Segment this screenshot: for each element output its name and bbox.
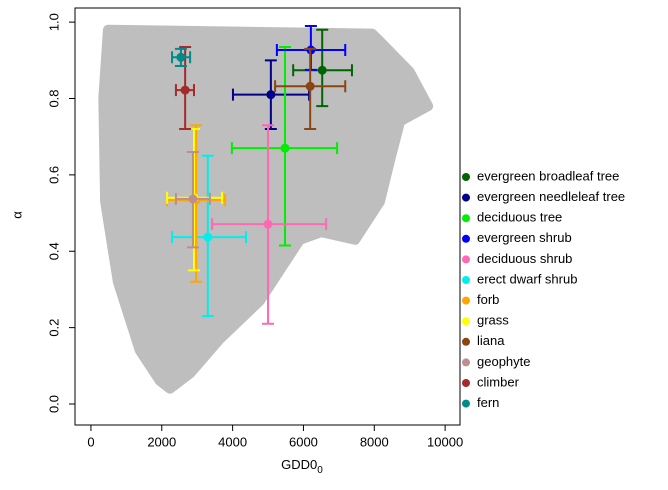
legend-label: erect dwarf shrub [477,271,577,286]
point [280,143,290,153]
legend-label: deciduous shrub [477,251,572,266]
y-tick-label: 1.0 [46,13,61,31]
legend-marker [462,358,470,367]
legend-label: fern [477,395,499,410]
legend-label: grass [477,313,509,328]
y-axis-label: α [9,211,24,219]
point [263,219,273,229]
legend-marker [462,379,470,387]
x-axis-label-main: GDD0 [281,457,317,472]
x-axis-label: GDD00 [281,457,323,475]
point [317,65,327,75]
legend-marker [462,234,470,243]
y-tick-label: 0.0 [46,395,61,413]
legend-label: evergreen shrub [477,230,572,245]
legend-marker [462,173,470,181]
x-tick-label: 4000 [218,434,247,449]
legend-marker [462,296,470,305]
x-tick-label: 10000 [427,434,463,449]
legend-marker [462,214,470,223]
point [305,81,315,91]
legend-label: deciduous tree [477,210,562,225]
point [266,90,276,100]
x-tick-label: 2000 [147,434,176,449]
y-tick-label: 0.6 [46,166,61,184]
x-tick-label: 6000 [289,434,318,449]
legend-marker [462,276,470,284]
background-cloud [98,24,434,394]
point [188,194,198,204]
legend-marker [462,193,470,202]
legend-label: evergreen needleleaf tree [477,189,625,204]
point [180,85,190,95]
x-axis-label-subscript: 0 [317,465,323,476]
legend-marker [462,337,470,346]
point [176,52,186,62]
legend-marker [462,255,470,264]
y-tick-label: 0.8 [46,89,61,107]
legend-label: forb [477,292,499,307]
y-tick-label: 0.4 [46,242,61,260]
x-tick-label: 8000 [360,434,389,449]
legend-label: climber [477,374,520,389]
legend-marker [462,399,470,408]
plot-frame [74,7,461,426]
y-tick-label: 0.2 [46,319,61,337]
point [203,232,213,242]
legend-label: evergreen broadleaf tree [477,168,619,183]
legend-label: geophyte [477,354,531,369]
legend-marker [462,317,470,326]
legend-label: liana [477,333,505,348]
x-tick-label: 0 [87,434,94,449]
